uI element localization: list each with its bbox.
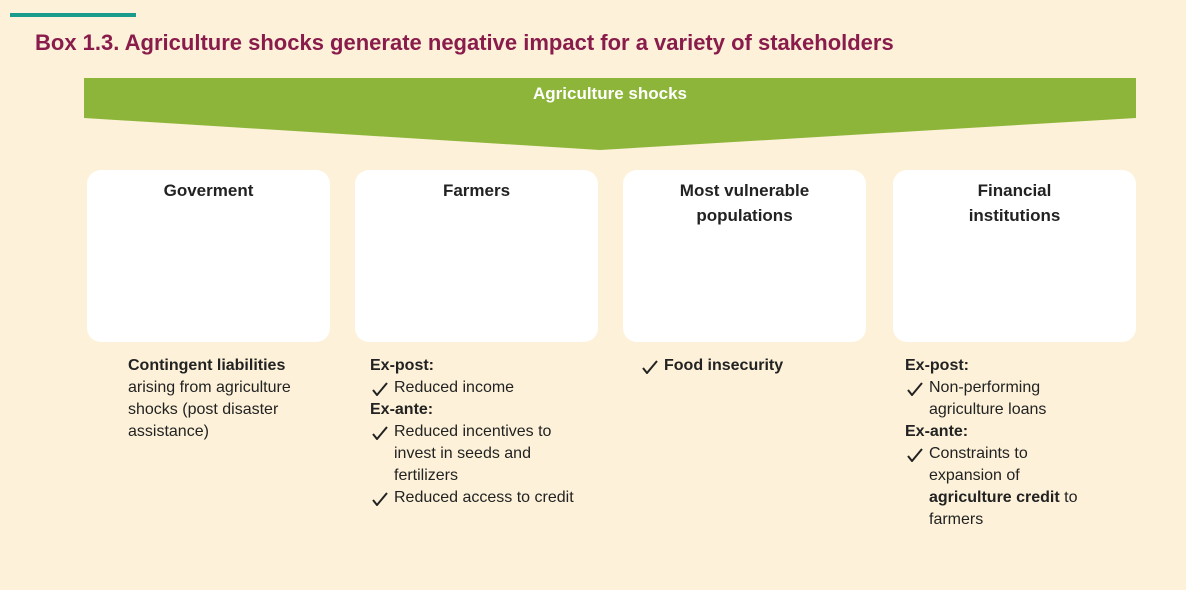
card-description: Ex-post: Reduced income Ex-ante:Reduced in… [370,355,585,509]
card-title: Farmers [355,178,598,203]
stakeholder-card: Farmers [355,170,598,342]
card-title: Most vulnerable populations [623,178,866,228]
check-mark [642,360,658,374]
stakeholder-card: Goverment [87,170,330,342]
card-title: Financial institutions [893,178,1136,228]
text-run: Reduced incentives to invest in seeds an… [394,423,551,484]
section-heading: Ex-ante: [905,421,1090,443]
bullet-item: Reduced access to credit [370,487,585,509]
stakeholder-card: Financial institutions [893,170,1136,342]
page: Box 1.3. Agriculture shocks generate neg… [0,0,1186,590]
card-description: Contingent liabilities arising from agri… [128,355,298,443]
stakeholder-card: Most vulnerable populations [623,170,866,342]
paragraph: Contingent liabilities arising from agri… [128,355,298,443]
check-mark [372,492,388,506]
text-run: arising from agriculture shocks (post di… [128,379,291,440]
bullet-item: Constraints to expansion of agriculture … [905,443,1090,531]
text-run: Reduced access to credit [394,489,574,506]
text-run: Contingent liabilities [128,357,285,374]
check-mark [907,382,923,396]
section-heading: Ex-post: [905,355,1090,377]
text-run: Constraints to expansion of [929,445,1028,484]
text-run: Non-performing agriculture loans [929,379,1046,418]
text-run: Reduced income [394,379,514,396]
section-heading: Ex-ante: [370,399,585,421]
bullet-item: Reduced income [370,377,585,399]
bullet-item: Reduced incentives to invest in seeds an… [370,421,585,487]
section-heading: Ex-post: [370,355,585,377]
text-run: Food insecurity [664,357,783,374]
card-description: Food insecurity [640,355,850,377]
text-run: agriculture credit [929,489,1060,506]
bullet-item: Food insecurity [640,355,850,377]
card-title: Goverment [87,178,330,203]
card-description: Ex-post:Non-performing agriculture loans… [905,355,1090,531]
check-mark [372,426,388,440]
bullet-item: Non-performing agriculture loans [905,377,1090,421]
check-mark [372,382,388,396]
check-mark [907,448,923,462]
